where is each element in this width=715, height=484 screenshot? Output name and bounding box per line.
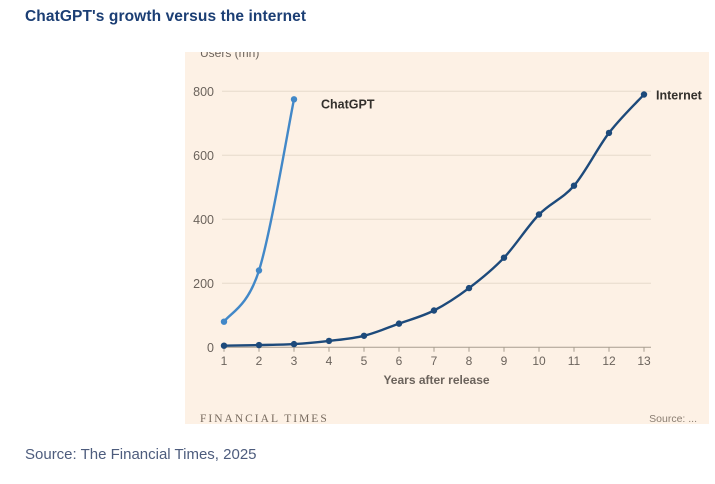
y-tick-label: 600 — [193, 149, 214, 163]
x-tick-label: 8 — [466, 354, 473, 368]
x-tick-label: 11 — [568, 354, 581, 368]
y-tick-label: 800 — [193, 85, 214, 99]
series-point-internet — [570, 182, 578, 189]
x-tick-label: 5 — [361, 354, 368, 368]
x-tick-label: 10 — [532, 354, 546, 368]
series-point-internet — [535, 211, 543, 218]
series-point-internet — [430, 307, 438, 314]
series-point-internet — [360, 332, 368, 339]
y-tick-label: 0 — [207, 341, 214, 355]
chart-source-note: Source: ... — [649, 413, 697, 424]
x-tick-label: 6 — [396, 354, 403, 368]
x-tick-label: 1 — [221, 354, 228, 368]
x-tick-label: 7 — [431, 354, 438, 368]
page-title: ChatGPT's growth versus the internet — [25, 8, 307, 25]
series-line-chatgpt — [222, 98, 296, 323]
series-label-internet: Internet — [656, 89, 703, 103]
y-tick-label: 400 — [193, 213, 214, 227]
series-label-chatgpt: ChatGPT — [321, 97, 375, 111]
x-tick-label: 3 — [291, 354, 298, 368]
x-tick-label: 12 — [602, 354, 616, 368]
x-tick-label: 4 — [326, 354, 333, 368]
series-point-chatgpt — [220, 318, 228, 325]
series-point-internet — [605, 129, 613, 137]
ft-wordmark: FINANCIAL TIMES — [200, 413, 329, 424]
series-point-chatgpt — [290, 96, 298, 103]
x-tick-label: 2 — [256, 354, 263, 368]
series-point-internet — [395, 320, 403, 327]
series-point-internet — [465, 284, 473, 292]
y-tick-label: 200 — [193, 277, 214, 291]
x-tick-label: 13 — [637, 354, 651, 368]
y-axis-unit-label: Users (mn) — [200, 52, 259, 60]
x-axis-label: Years after release — [383, 373, 489, 387]
source-caption: Source: The Financial Times, 2025 — [25, 446, 257, 463]
series-point-internet — [640, 91, 648, 98]
series-point-internet — [325, 337, 333, 345]
series-point-chatgpt — [255, 267, 263, 274]
series-point-internet — [290, 340, 298, 348]
series-point-internet — [255, 341, 263, 349]
chart-image: 0 200 400 600 800 1 2 3 4 5 6 7 8 9 10 11 12 13 Years afte… — [185, 52, 709, 424]
series-point-internet — [500, 254, 508, 261]
series-point-internet — [220, 342, 228, 349]
x-tick-label: 9 — [501, 354, 508, 368]
